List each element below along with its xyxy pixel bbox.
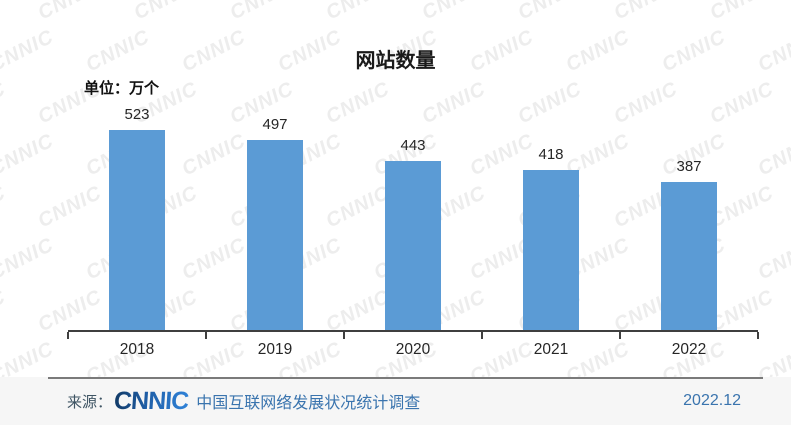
footer-divider [48, 377, 763, 379]
chart-title: 网站数量 [355, 50, 436, 72]
unit-label: 单位：万个 [84, 80, 160, 97]
x-axis-label-2020: 2020 [395, 341, 431, 358]
x-axis-label-2018: 2018 [119, 341, 155, 358]
source-survey-text: 中国互联网络发展状况统计调查 [196, 395, 421, 412]
bar-2018 [109, 130, 165, 330]
bar-2019 [247, 140, 303, 330]
x-axis-label-2021: 2021 [533, 341, 569, 358]
x-axis-line [68, 330, 758, 332]
x-axis-tick [757, 332, 759, 339]
x-axis-tick [619, 332, 621, 339]
x-axis-tick [205, 332, 207, 339]
bar-value-label: 443 [400, 137, 426, 154]
source-footer: 来源： CNNIC 中国互联网络发展状况统计调查 2022.12 [0, 377, 791, 425]
bar-value-label: 387 [676, 158, 702, 175]
bar-2021 [523, 170, 579, 330]
bar-value-label: 523 [124, 106, 150, 123]
footer-date: 2022.12 [683, 392, 741, 409]
footer-content: 来源： CNNIC 中国互联网络发展状况统计调查 2022.12 [67, 379, 741, 423]
cnnic-logo: CNNIC [113, 386, 190, 415]
x-axis-tick [481, 332, 483, 339]
bar-2022 [661, 182, 717, 330]
bar-2020 [385, 161, 441, 330]
source-prefix-label: 来源： [67, 393, 113, 411]
x-axis-tick [67, 332, 69, 339]
bar-value-label: 497 [262, 116, 288, 133]
x-axis-label-2019: 2019 [257, 341, 293, 358]
bar-value-label: 418 [538, 146, 564, 163]
x-axis-label-2022: 2022 [671, 341, 707, 358]
x-axis-tick [343, 332, 345, 339]
